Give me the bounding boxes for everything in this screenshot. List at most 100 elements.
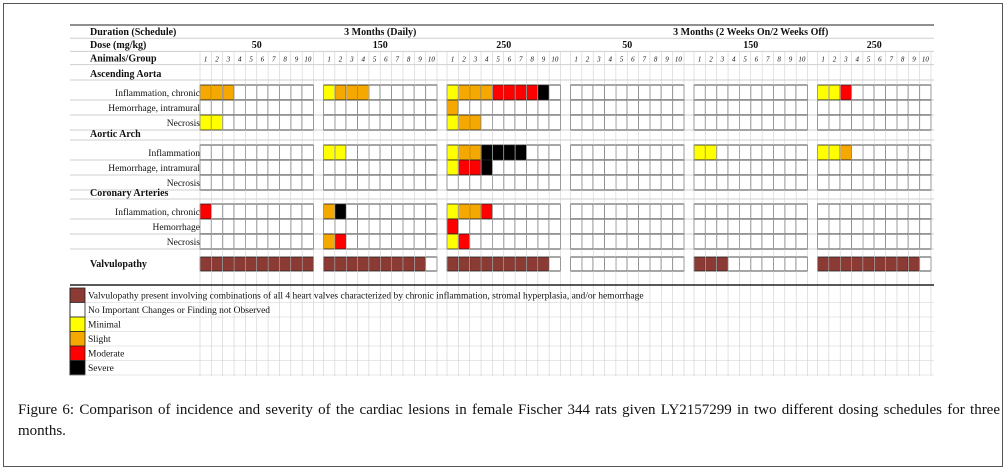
section-title: Ascending Aorta [90,69,161,80]
animal-number: 5 [373,55,377,63]
lesion-cell [693,99,706,116]
section-title: Coronary Arteries [90,188,169,199]
lesion-severity-table: Duration (Schedule) Dose (mg/kg) Animals/G… [69,24,934,376]
lesion-cell [210,114,224,131]
lesion-cell [570,144,583,161]
lesion-cell [391,203,404,220]
lesion-cell [592,114,605,131]
lesion-cell [704,174,718,191]
lesion-cell [323,144,336,161]
animal-number: 5 [743,55,747,63]
lesion-cell [357,233,370,250]
lesion-cell [907,174,921,191]
animal-number: 6 [261,55,265,63]
lesion-cell [919,203,932,220]
lesion-cell [446,174,459,191]
lesion-cell [704,159,718,176]
lesion-cell [446,114,459,131]
lesion-cell [267,233,280,250]
lesion-cell [727,218,740,235]
lesion-cell [727,144,740,161]
animals-label: Animals/Group [90,53,157,64]
lesion-cell [469,144,482,161]
lesion-cell [907,144,921,161]
lesion-cell [334,84,347,101]
lesion-cell [919,218,932,235]
row-label: Necrosis [167,119,201,129]
lesion-cell [784,114,797,131]
lesion-cell [592,84,605,101]
lesion-cell [548,99,561,116]
lesion-cell [379,159,393,176]
lesion-cell [919,99,932,116]
lesion-cell [615,84,628,101]
lesion-cell [244,84,258,101]
lesion-cell [290,159,303,176]
lesion-cell [896,233,909,250]
animal-number: 3 [720,55,725,63]
valvulopathy-cell [334,256,347,272]
lesion-cell [885,99,898,116]
lesion-cell [345,84,358,101]
lesion-cell [739,114,752,131]
lesion-cell [784,233,797,250]
lesion-cell [469,203,482,220]
valvulopathy-cell [873,256,887,272]
lesion-cell [526,218,539,235]
lesion-cell [817,159,830,176]
lesion-cell [233,159,246,176]
lesion-cell [615,144,628,161]
lesion-cell [626,114,640,131]
lesion-cell [570,218,583,235]
lesion-cell [457,174,471,191]
valvulopathy-cell [704,256,718,272]
legend-swatch-moderate [69,345,86,361]
duration-label: Duration (Schedule) [90,27,176,38]
valvulopathy-cell [784,256,797,272]
lesion-cell [457,203,471,220]
valvulopathy-cell [773,256,786,272]
lesion-cell [761,144,774,161]
animal-number: 10 [798,55,806,63]
lesion-cell [256,218,269,235]
lesion-cell [839,233,852,250]
animal-number: 7 [519,55,523,63]
lesion-cell [727,203,740,220]
lesion-cell [581,233,594,250]
lesion-cell [222,99,235,116]
lesion-cell [839,99,852,116]
lesion-cell [233,144,246,161]
animal-number: 4 [485,55,489,63]
animal-number: 9 [418,55,422,63]
lesion-cell [244,233,258,250]
lesion-cell [828,233,841,250]
lesion-cell [704,233,718,250]
lesion-cell [357,84,370,101]
lesion-cell [402,218,415,235]
valvulopathy-cell [290,256,303,272]
legend-swatch-none [69,302,86,318]
lesion-cell [491,233,505,250]
lesion-cell [626,84,640,101]
lesion-cell [896,159,909,176]
lesion-cell [750,203,763,220]
lesion-cell [592,144,605,161]
lesion-cell [862,203,875,220]
lesion-cell [199,144,212,161]
lesion-cell [773,114,786,131]
lesion-cell [425,99,438,116]
lesion-cell [570,114,583,131]
lesion-cell [649,84,662,101]
lesion-cell [391,99,404,116]
lesion-cell [570,159,583,176]
valvulopathy-cell [649,256,662,272]
lesion-cell [503,218,516,235]
lesion-cell [851,84,864,101]
lesion-cell [604,84,617,101]
lesion-cell [503,99,516,116]
animal-number: 3 [473,55,478,63]
lesion-cell [672,203,685,220]
row-label: Inflammation [148,148,200,159]
lesion-cell [919,159,932,176]
lesion-cell [526,114,539,131]
